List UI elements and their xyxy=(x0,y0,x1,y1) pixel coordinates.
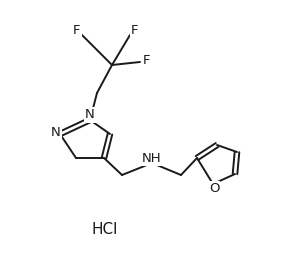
Text: F: F xyxy=(142,54,150,68)
Text: N: N xyxy=(51,125,61,139)
Text: F: F xyxy=(73,25,81,37)
Text: HCl: HCl xyxy=(92,222,118,237)
Text: O: O xyxy=(209,183,219,195)
Text: NH: NH xyxy=(142,151,162,164)
Text: N: N xyxy=(85,108,95,121)
Text: F: F xyxy=(131,25,139,37)
